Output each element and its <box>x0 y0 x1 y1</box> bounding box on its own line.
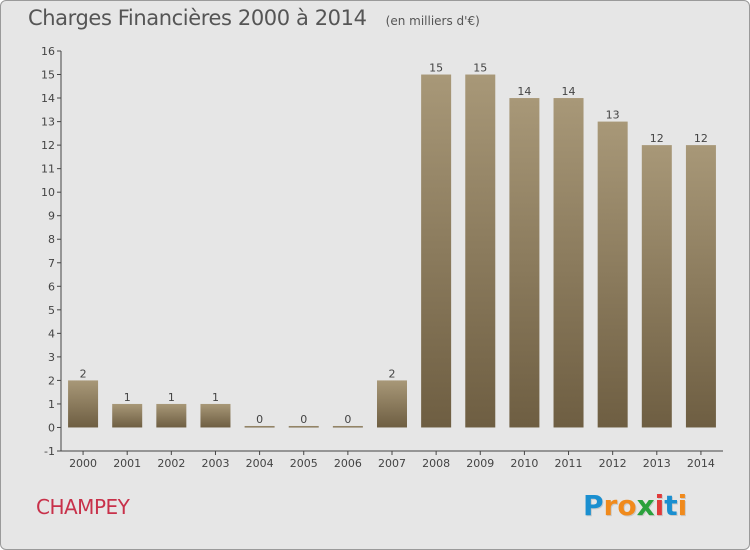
logo-letter: t <box>664 489 678 522</box>
y-tick-label: 4 <box>48 327 55 340</box>
bar <box>685 145 716 428</box>
value-label: 14 <box>562 85 576 98</box>
bar <box>509 98 540 428</box>
y-tick-label: 3 <box>48 351 55 364</box>
proxiti-logo: Proxiti <box>583 489 687 522</box>
x-tick-label: 2004 <box>246 457 274 470</box>
bar <box>332 425 363 428</box>
logo-letter: i <box>677 489 688 522</box>
value-label: 13 <box>606 109 620 122</box>
logo-letter: o <box>617 489 637 522</box>
value-label: 1 <box>212 391 219 404</box>
bar <box>421 74 452 428</box>
value-label: 14 <box>517 85 531 98</box>
y-tick-label: 16 <box>41 45 55 58</box>
value-label: 0 <box>344 413 351 426</box>
y-tick-label: 8 <box>48 233 55 246</box>
bar <box>112 403 143 428</box>
value-label: 15 <box>473 62 487 75</box>
x-tick-label: 2011 <box>555 457 583 470</box>
chart-title: Charges Financières 2000 à 2014 <box>28 6 367 30</box>
value-label: 12 <box>694 132 708 145</box>
value-label: 1 <box>168 391 175 404</box>
value-label: 1 <box>124 391 131 404</box>
value-label: 0 <box>256 413 263 426</box>
x-tick-label: 2001 <box>113 457 141 470</box>
y-tick-label: 6 <box>48 280 55 293</box>
bar <box>465 74 496 428</box>
bars <box>68 74 716 428</box>
x-tick-label: 2007 <box>378 457 406 470</box>
y-tick-label: 7 <box>48 257 55 270</box>
x-tick-label: 2014 <box>687 457 715 470</box>
logo-letter: i <box>654 489 665 522</box>
bar <box>641 145 672 428</box>
x-tick-label: 2012 <box>599 457 627 470</box>
value-label: 2 <box>80 367 87 380</box>
x-tick-label: 2009 <box>466 457 494 470</box>
x-tick-label: 2002 <box>157 457 185 470</box>
title-block: Charges Financières 2000 à 2014 (en mill… <box>28 6 480 30</box>
y-tick-label: 11 <box>41 163 55 176</box>
x-tick-label: 2006 <box>334 457 362 470</box>
chart-subtitle: (en milliers d'€) <box>385 14 480 28</box>
bar <box>377 380 407 428</box>
y-tick-label: 10 <box>41 186 55 199</box>
bar <box>553 98 584 428</box>
x-tick-label: 2008 <box>422 457 450 470</box>
bar <box>597 121 628 428</box>
value-label: 0 <box>300 413 307 426</box>
logo-letter: P <box>583 489 604 522</box>
bar <box>200 403 231 428</box>
y-tick-label: -1 <box>44 445 55 458</box>
x-tick-label: 2010 <box>510 457 538 470</box>
bar <box>68 380 99 428</box>
y-tick-label: 0 <box>48 421 55 434</box>
x-tick-label: 2000 <box>69 457 97 470</box>
x-tick-label: 2013 <box>643 457 671 470</box>
value-label: 2 <box>389 367 396 380</box>
y-tick-label: 1 <box>48 398 55 411</box>
y-tick-label: 13 <box>41 116 55 129</box>
x-tick-label: 2005 <box>290 457 318 470</box>
y-tick-label: 9 <box>48 210 55 223</box>
bar <box>288 425 319 428</box>
commune-name: CHAMPEY <box>36 495 130 519</box>
value-label: 12 <box>650 132 664 145</box>
x-tick-label: 2003 <box>201 457 229 470</box>
logo-letter: x <box>636 489 655 522</box>
y-tick-label: 14 <box>41 92 55 105</box>
bar <box>244 425 275 428</box>
bar <box>156 403 187 428</box>
value-label: 15 <box>429 62 443 75</box>
y-tick-label: 2 <box>48 374 55 387</box>
y-tick-label: 5 <box>48 304 55 317</box>
labels: 2 1 1 1 0 0 0 2 15 15 14 14 13 12 12 <box>80 62 708 426</box>
y-tick-label: 12 <box>41 139 55 152</box>
logo-letter: r <box>603 489 618 522</box>
y-tick-label: 15 <box>41 69 55 82</box>
